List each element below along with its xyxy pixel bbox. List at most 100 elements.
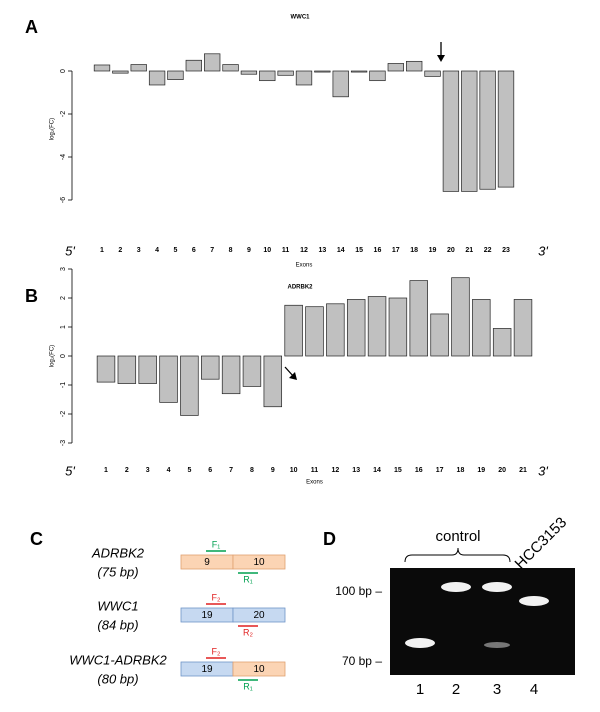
gene-name: WWC1	[97, 598, 138, 613]
band	[482, 582, 512, 592]
bar	[479, 70, 496, 190]
panel-letter: A	[25, 17, 38, 37]
x-tick-label: 16	[374, 247, 382, 254]
amplicon-size: (84 bp)	[97, 617, 138, 632]
y-tick-label: -4	[60, 154, 67, 160]
bar	[326, 303, 345, 357]
bar	[222, 64, 239, 72]
gene-name: WWC1-ADRBK2	[69, 652, 167, 667]
exon-box	[232, 554, 286, 570]
x-tick-label: 20	[447, 247, 455, 254]
x-tick-label: 16	[415, 467, 423, 474]
amplicon-size: (75 bp)	[97, 564, 138, 579]
band	[484, 642, 510, 648]
brace	[404, 547, 511, 563]
x-tick-label: 15	[394, 467, 402, 474]
y-tick-label: 0	[60, 69, 67, 73]
bar	[284, 304, 303, 357]
x-tick-label: 17	[392, 247, 400, 254]
exon-number: 9	[204, 557, 210, 568]
bar	[148, 70, 166, 86]
band	[405, 638, 435, 648]
bar	[492, 328, 512, 357]
bar	[406, 60, 423, 72]
exon-box	[232, 607, 286, 623]
bar	[305, 306, 324, 357]
bar	[167, 70, 184, 80]
bar	[424, 70, 441, 77]
y-tick-label: -2	[60, 411, 67, 417]
bar	[346, 299, 366, 357]
x-tick-label: 22	[484, 247, 492, 254]
x-tick-label: 3	[146, 467, 150, 474]
bar	[138, 355, 157, 384]
marker-label: 100 bp –	[335, 584, 382, 598]
bar	[259, 70, 276, 82]
y-tick-label: 0	[60, 354, 67, 358]
x-tick-label: 6	[208, 467, 212, 474]
x-tick-label: 21	[465, 247, 473, 254]
lane-label: 1	[416, 681, 424, 698]
y-axis-label: log₂(FC)	[50, 118, 56, 140]
bar	[513, 299, 533, 357]
bar	[242, 355, 262, 387]
x-tick-label: 18	[457, 467, 465, 474]
y-tick-label: -1	[60, 382, 67, 388]
bar	[369, 70, 386, 82]
bar	[204, 53, 221, 72]
x-tick-label: 17	[436, 467, 444, 474]
exon-number: 19	[201, 664, 213, 675]
primer-label: F₁	[212, 539, 221, 549]
x-tick-label: 19	[429, 247, 437, 254]
bar	[350, 70, 368, 73]
bar	[112, 70, 129, 74]
x-tick-label: 14	[337, 247, 345, 254]
band	[441, 582, 471, 592]
x-tick-label: 5	[174, 247, 178, 254]
primer-label: R₁	[243, 681, 253, 691]
lane-label: 3	[493, 681, 501, 698]
bar	[472, 299, 491, 357]
arrow-head	[289, 372, 297, 380]
x-tick-label: 9	[247, 247, 251, 254]
x-tick-label: 18	[410, 247, 418, 254]
group-label: control	[435, 528, 480, 545]
x-tick-label: 2	[118, 247, 122, 254]
lane-label: 4	[530, 681, 538, 698]
y-tick-label: 1	[60, 325, 67, 329]
bar	[387, 63, 404, 72]
x-tick-label: 8	[250, 467, 254, 474]
exon-number: 20	[253, 610, 265, 621]
y-tick-label: -6	[60, 197, 67, 203]
primer-label: R₂	[243, 627, 253, 637]
x-tick-label: 23	[502, 247, 510, 254]
x-tick-label: 13	[352, 467, 360, 474]
bar	[130, 64, 147, 72]
x-tick-label: 11	[311, 467, 319, 474]
bar	[367, 296, 387, 357]
bar	[263, 355, 283, 408]
primer-label: F₂	[212, 592, 221, 602]
bar	[180, 355, 199, 416]
chart-title: ADRBK2	[287, 285, 313, 291]
bar	[159, 355, 178, 403]
x-tick-label: 5	[187, 467, 191, 474]
y-tick-label: 3	[60, 267, 67, 271]
exon-number: 10	[253, 557, 265, 568]
bar	[117, 355, 137, 384]
x-tick-label: 15	[355, 247, 363, 254]
bar	[332, 70, 349, 98]
bar	[295, 70, 313, 86]
end-label: 3'	[538, 243, 548, 258]
bar	[497, 70, 515, 188]
x-tick-label: 3	[137, 247, 141, 254]
bar	[93, 64, 111, 72]
x-tick-label: 4	[155, 247, 159, 254]
y-axis-label: log₂(FC)	[50, 345, 56, 367]
x-tick-label: 1	[104, 467, 108, 474]
x-tick-label: 10	[263, 247, 271, 254]
amplicon-size: (80 bp)	[97, 671, 138, 686]
x-tick-label: 12	[331, 467, 339, 474]
panel-letter: C	[30, 529, 43, 549]
x-axis-label: Exons	[296, 263, 313, 269]
